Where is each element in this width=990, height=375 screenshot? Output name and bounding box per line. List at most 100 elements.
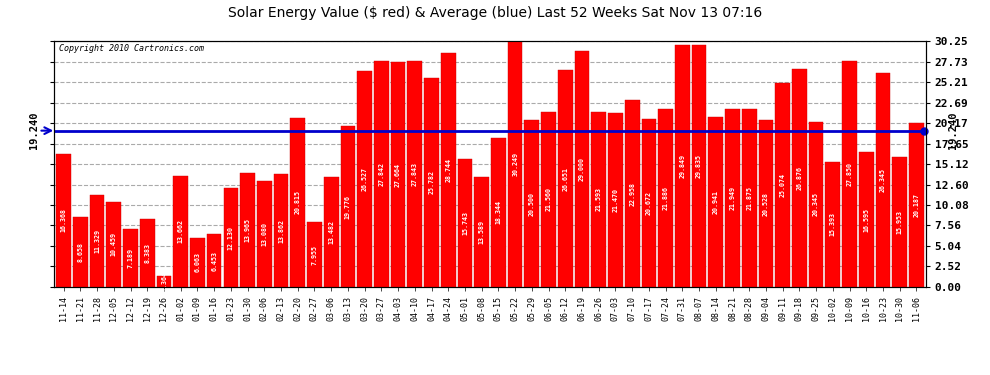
Bar [374, 61, 389, 287]
Bar [123, 228, 138, 287]
Bar [357, 72, 372, 287]
Text: 13.482: 13.482 [329, 220, 335, 244]
Text: 20.815: 20.815 [295, 190, 301, 214]
Bar [809, 122, 824, 287]
Text: 13.662: 13.662 [177, 219, 184, 243]
Bar [642, 119, 656, 287]
Bar [842, 61, 857, 287]
Text: 20.528: 20.528 [763, 192, 769, 216]
Text: 20.672: 20.672 [645, 191, 651, 215]
Text: 21.886: 21.886 [662, 186, 668, 210]
Text: 26.527: 26.527 [361, 167, 367, 191]
Text: 15.393: 15.393 [830, 212, 836, 236]
Text: 18.344: 18.344 [495, 200, 501, 224]
Text: 6.453: 6.453 [211, 251, 217, 271]
Bar [273, 174, 288, 287]
Bar [56, 154, 71, 287]
Text: 21.470: 21.470 [613, 188, 619, 212]
Bar [73, 217, 88, 287]
Bar [758, 120, 773, 287]
Bar [725, 109, 740, 287]
Bar [241, 174, 255, 287]
Bar [391, 62, 406, 287]
Bar [508, 41, 523, 287]
Text: 26.345: 26.345 [880, 168, 886, 192]
Text: 25.782: 25.782 [429, 170, 435, 194]
Text: 19.240: 19.240 [948, 112, 958, 149]
Bar [525, 120, 540, 287]
Bar [709, 117, 723, 287]
Bar [107, 202, 121, 287]
Bar [90, 195, 105, 287]
Text: 19.240: 19.240 [29, 112, 39, 149]
Text: 21.560: 21.560 [545, 188, 551, 211]
Text: 27.664: 27.664 [395, 162, 401, 186]
Text: 13.862: 13.862 [278, 219, 284, 243]
Bar [875, 73, 890, 287]
Text: 28.744: 28.744 [446, 158, 451, 182]
Bar [224, 188, 239, 287]
Text: 8.658: 8.658 [77, 242, 83, 262]
Bar [457, 159, 472, 287]
Text: 1.364: 1.364 [161, 272, 167, 291]
Bar [207, 234, 222, 287]
Bar [290, 118, 305, 287]
Bar [424, 78, 439, 287]
Text: 20.500: 20.500 [529, 192, 535, 216]
Text: 20.941: 20.941 [713, 190, 719, 214]
Bar [307, 222, 322, 287]
Bar [542, 112, 556, 287]
Bar [341, 126, 355, 287]
Text: 29.835: 29.835 [696, 154, 702, 178]
Bar [591, 111, 606, 287]
Bar [173, 176, 188, 287]
Bar [608, 112, 623, 287]
Text: 26.876: 26.876 [796, 166, 803, 190]
Text: 13.965: 13.965 [245, 218, 250, 242]
Text: 25.074: 25.074 [780, 173, 786, 197]
Bar [156, 276, 171, 287]
Text: 6.063: 6.063 [194, 252, 200, 272]
Text: Solar Energy Value ($ red) & Average (blue) Last 52 Weeks Sat Nov 13 07:16: Solar Energy Value ($ red) & Average (bl… [228, 6, 762, 20]
Bar [658, 109, 673, 287]
Bar [491, 138, 506, 287]
Text: 20.345: 20.345 [813, 192, 819, 216]
Text: 22.958: 22.958 [630, 182, 636, 206]
Text: Copyright 2010 Cartronics.com: Copyright 2010 Cartronics.com [58, 44, 204, 53]
Text: 27.843: 27.843 [412, 162, 418, 186]
Text: 7.189: 7.189 [128, 248, 134, 268]
Text: 21.875: 21.875 [746, 186, 752, 210]
Text: 27.842: 27.842 [378, 162, 384, 186]
Text: 19.776: 19.776 [345, 195, 350, 219]
Bar [675, 45, 690, 287]
Bar [742, 109, 756, 287]
Text: 12.130: 12.130 [228, 226, 234, 250]
Bar [324, 177, 339, 287]
Text: 26.651: 26.651 [562, 166, 568, 190]
Bar [408, 61, 422, 287]
Text: 13.589: 13.589 [479, 220, 485, 244]
Bar [859, 152, 873, 287]
Text: 13.080: 13.080 [261, 222, 267, 246]
Bar [574, 51, 589, 287]
Bar [558, 70, 572, 287]
Text: 16.368: 16.368 [60, 209, 66, 232]
Bar [441, 54, 455, 287]
Bar [892, 158, 907, 287]
Bar [625, 100, 640, 287]
Text: 21.593: 21.593 [596, 187, 602, 211]
Text: 15.953: 15.953 [897, 210, 903, 234]
Text: 16.595: 16.595 [863, 207, 869, 231]
Bar [792, 69, 807, 287]
Text: 15.743: 15.743 [462, 211, 468, 235]
Text: 21.949: 21.949 [730, 186, 736, 210]
Bar [909, 123, 924, 287]
Bar [190, 238, 205, 287]
Text: 27.850: 27.850 [846, 162, 852, 186]
Bar [140, 219, 154, 287]
Text: 30.249: 30.249 [512, 152, 518, 176]
Bar [257, 181, 271, 287]
Text: 8.383: 8.383 [145, 243, 150, 263]
Text: 10.459: 10.459 [111, 232, 117, 256]
Bar [775, 83, 790, 287]
